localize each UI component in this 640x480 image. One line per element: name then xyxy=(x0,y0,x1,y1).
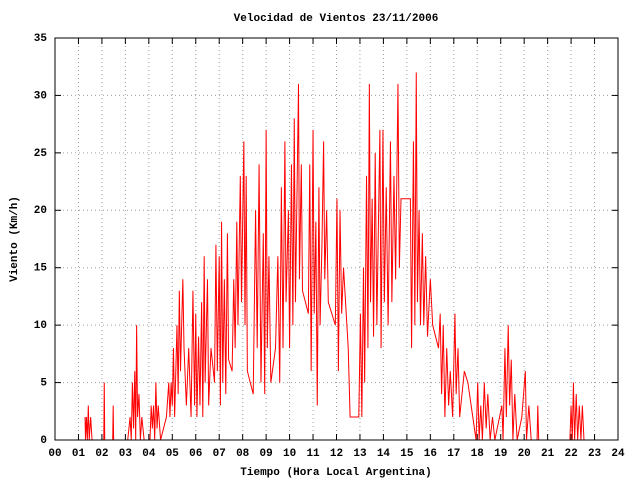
x-tick-label: 17 xyxy=(447,448,460,460)
x-tick-label: 21 xyxy=(541,448,555,460)
x-tick-label: 24 xyxy=(611,448,625,460)
x-tick-label: 12 xyxy=(330,448,343,460)
y-tick-label: 0 xyxy=(40,435,47,447)
x-tick-label: 00 xyxy=(48,448,61,460)
x-axis-label: Tiempo (Hora Local Argentina) xyxy=(240,467,431,479)
x-tick-label: 02 xyxy=(95,448,108,460)
x-tick-label: 18 xyxy=(471,448,485,460)
x-tick-label: 10 xyxy=(283,448,296,460)
x-tick-label: 15 xyxy=(400,448,414,460)
y-tick-label: 10 xyxy=(34,320,47,332)
x-tick-label: 08 xyxy=(236,448,250,460)
x-tick-label: 04 xyxy=(142,448,156,460)
y-tick-label: 25 xyxy=(34,148,48,160)
y-axis-label: Viento (Km/h) xyxy=(9,196,21,282)
x-tick-label: 01 xyxy=(72,448,86,460)
x-tick-label: 22 xyxy=(564,448,577,460)
x-tick-label: 16 xyxy=(424,448,437,460)
data-line xyxy=(84,72,585,441)
y-tick-label: 20 xyxy=(34,205,47,217)
y-tick-label: 35 xyxy=(34,33,48,45)
plot-border xyxy=(54,37,619,441)
x-tick-label: 19 xyxy=(494,448,507,460)
y-tick-label: 5 xyxy=(40,377,47,389)
x-tick-label: 13 xyxy=(353,448,367,460)
y-tick-label: 15 xyxy=(34,263,48,275)
chart-title: Velocidad de Vientos 23/11/2006 xyxy=(234,13,439,25)
x-tick-label: 03 xyxy=(119,448,133,460)
x-tick-label: 07 xyxy=(213,448,226,460)
x-tick-label: 14 xyxy=(377,448,391,460)
y-tick-label: 30 xyxy=(34,90,47,102)
x-tick-label: 20 xyxy=(518,448,531,460)
x-tick-label: 11 xyxy=(306,448,320,460)
x-tick-label: 06 xyxy=(189,448,202,460)
x-tick-label: 23 xyxy=(588,448,602,460)
x-tick-label: 09 xyxy=(260,448,273,460)
x-tick-label: 05 xyxy=(166,448,180,460)
